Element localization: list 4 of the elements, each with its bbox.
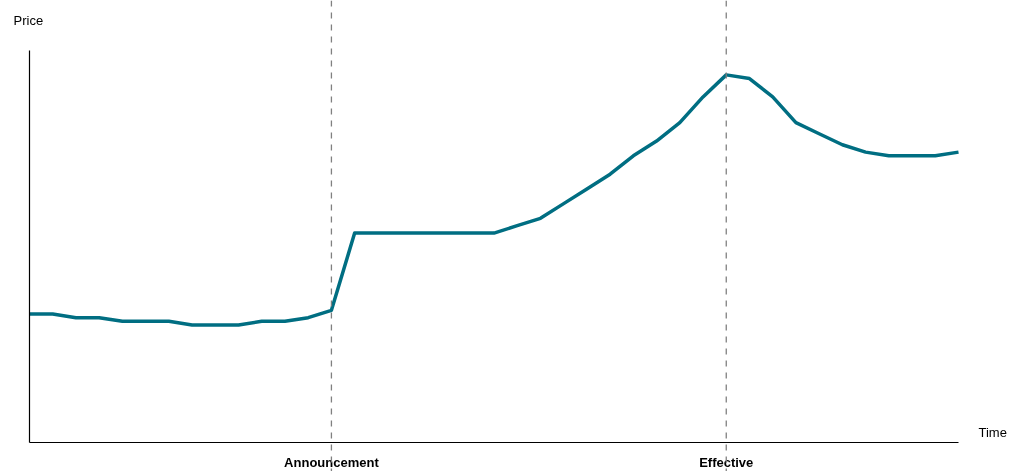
x-axis-title: Time — [978, 424, 1007, 440]
x-tick-label: Effective — [699, 454, 754, 470]
y-axis-title: Price — [13, 12, 44, 28]
x-tick-label: Announcement — [284, 454, 380, 470]
